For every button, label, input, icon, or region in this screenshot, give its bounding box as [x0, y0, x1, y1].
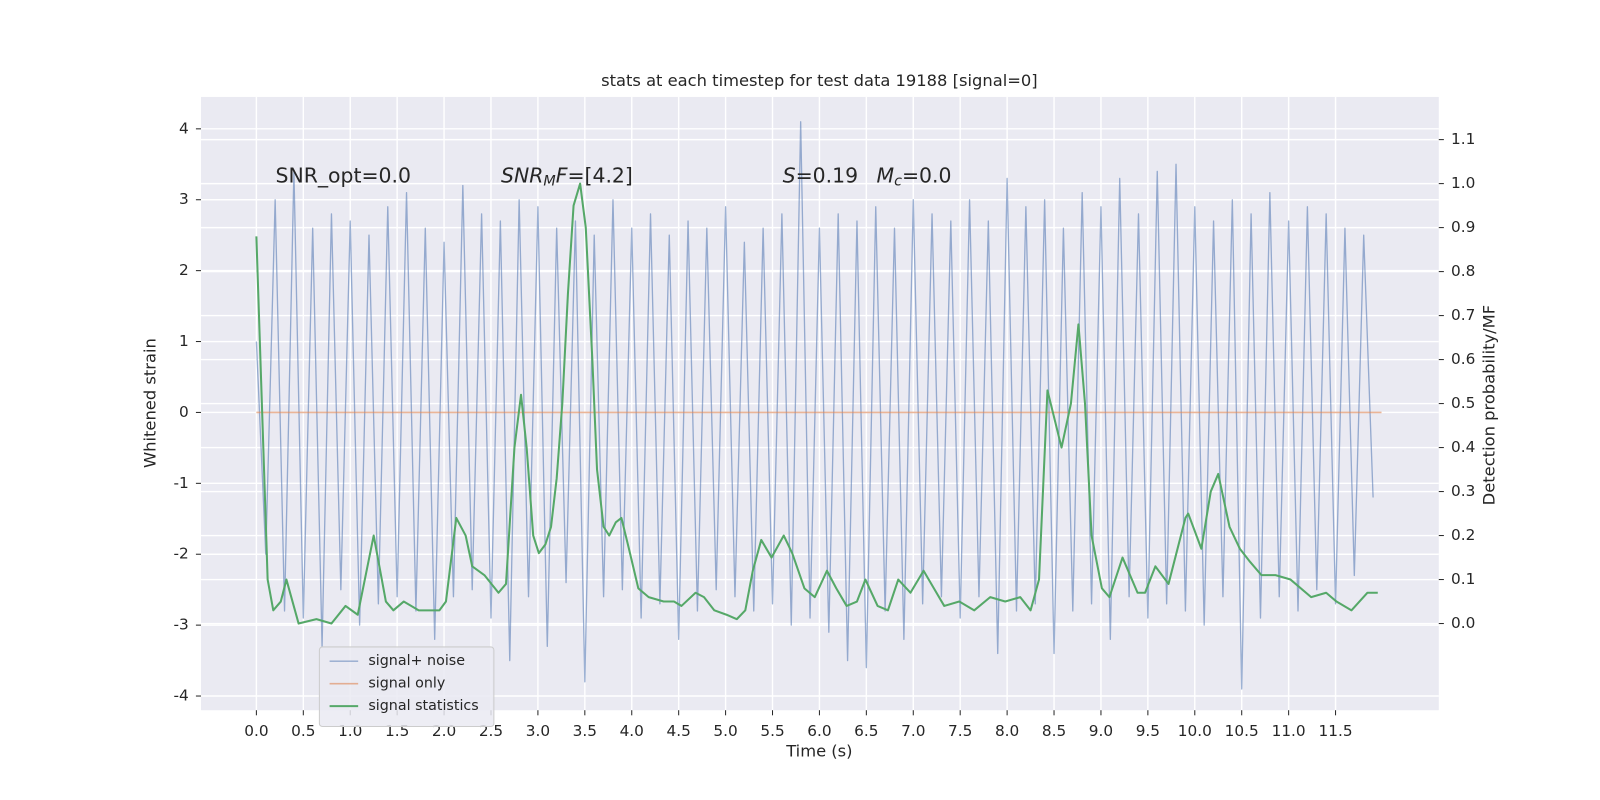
- x-axis-label: Time (s): [785, 742, 852, 761]
- y-tick-label: 1: [179, 332, 189, 350]
- x-tick-label: 4.0: [620, 722, 644, 740]
- x-tick-label: 5.5: [760, 722, 784, 740]
- x-tick-label: 0.5: [291, 722, 315, 740]
- x-tick-label: 10.5: [1225, 722, 1259, 740]
- y2-tick-label: 0.1: [1451, 570, 1475, 588]
- annotation: SNRMF=[4.2]: [501, 164, 633, 190]
- annotation-part: M: [877, 164, 895, 188]
- y2-tick-label: 0.7: [1451, 306, 1475, 324]
- x-tick-label: 9.0: [1089, 722, 1113, 740]
- x-tick-label: 8.5: [1042, 722, 1066, 740]
- legend: signal+ noise signal only signal statistic…: [318, 646, 495, 728]
- annotation-part: =0.19: [796, 164, 859, 188]
- legend-label: signal statistics: [368, 698, 478, 714]
- y-tick-label: -1: [174, 474, 189, 492]
- y-tick-label: 2: [179, 261, 189, 279]
- series-line: [255, 121, 1374, 690]
- y2-tick-label: 0.5: [1451, 394, 1475, 412]
- y2-tick-label: 0.8: [1451, 262, 1475, 280]
- x-tick-label: 5.0: [713, 722, 737, 740]
- x-tick-label: 7.5: [948, 722, 972, 740]
- annotation-part: F: [556, 164, 568, 188]
- y2-tick-label: 0.0: [1451, 614, 1475, 632]
- y-tick-label: -4: [174, 687, 189, 705]
- x-tick-label: 7.0: [901, 722, 925, 740]
- y2-axis-label: Detection probability/MF: [1479, 305, 1498, 505]
- annotation: SNR_opt=0.0: [276, 164, 412, 189]
- legend-label: signal only: [368, 676, 445, 692]
- x-tick-label: 9.5: [1136, 722, 1160, 740]
- annotation-part: =[4.2]: [567, 164, 632, 188]
- annotation-part: SNR_opt=0.0: [276, 164, 412, 189]
- annotation-part: M: [543, 174, 555, 190]
- x-tick-label: 6.5: [854, 722, 878, 740]
- series-line: [255, 182, 1378, 625]
- y-tick-label: -3: [174, 616, 189, 634]
- y2-tick-label: 0.4: [1451, 438, 1475, 456]
- x-tick-label: 6.0: [807, 722, 831, 740]
- y2-tick-label: 1.0: [1451, 174, 1475, 192]
- y-tick-label: 3: [179, 190, 189, 208]
- y2-tick-label: 0.9: [1451, 218, 1475, 236]
- y2-tick-label: 0.2: [1451, 526, 1475, 544]
- y-tick-label: 0: [179, 403, 189, 421]
- y-tick-label: -2: [174, 545, 189, 563]
- y-tick-label: 4: [179, 119, 189, 137]
- x-tick-label: 3.5: [573, 722, 597, 740]
- legend-box: [318, 646, 495, 728]
- y2-tick-label: 0.3: [1451, 482, 1475, 500]
- annotation: Mc=0.0: [877, 164, 952, 190]
- annotation-part: c: [894, 174, 902, 190]
- x-tick-label: 3.0: [526, 722, 550, 740]
- annotation-part: SNR: [501, 164, 543, 188]
- y-axis-label: Whitened strain: [141, 338, 160, 468]
- annotation-part: =0.0: [902, 164, 952, 188]
- y2-tick-label: 0.6: [1451, 350, 1475, 368]
- annotation-part: S: [783, 164, 796, 188]
- x-tick-label: 10.0: [1178, 722, 1212, 740]
- x-tick-label: 11.0: [1272, 722, 1306, 740]
- legend-label: signal+ noise: [368, 653, 465, 669]
- x-tick-label: 4.5: [667, 722, 691, 740]
- x-tick-label: 0.0: [244, 722, 268, 740]
- x-tick-label: 8.0: [995, 722, 1019, 740]
- y2-tick-label: 1.1: [1451, 130, 1475, 148]
- x-tick-label: 11.5: [1319, 722, 1353, 740]
- annotation: S=0.19: [783, 164, 858, 188]
- chart-title: stats at each timestep for test data 191…: [601, 71, 1038, 90]
